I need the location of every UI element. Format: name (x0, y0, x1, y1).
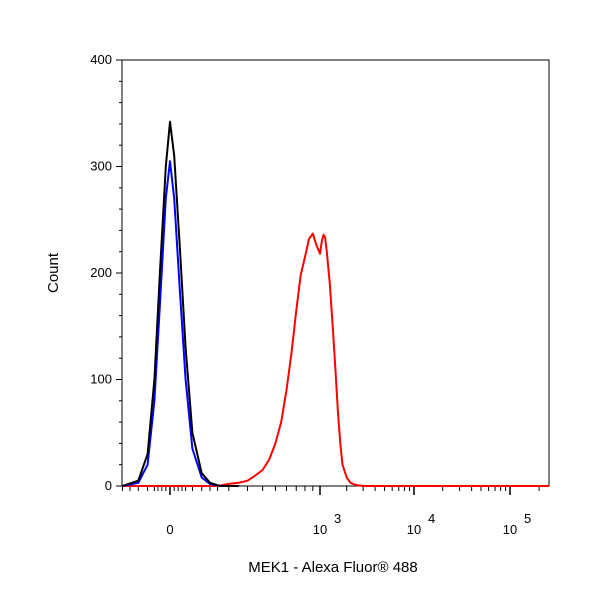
y-tick-label: 100 (90, 372, 112, 387)
y-tick-label: 0 (105, 478, 112, 493)
x-tick-label: 10 (407, 522, 421, 537)
series-line-0 (122, 120, 239, 487)
plot-area (122, 120, 549, 487)
x-tick-exponent: 5 (524, 511, 531, 526)
y-axis-title: Count (45, 252, 62, 293)
x-tick-exponent: 4 (428, 511, 435, 526)
series-line-2 (122, 232, 549, 487)
y-tick-label: 300 (90, 159, 112, 174)
x-axis: 0 10 3 10 4 10 5 (121, 486, 540, 537)
plot-frame (121, 59, 550, 487)
y-axis: 0 100 200 300 400 (90, 52, 122, 493)
series-line-1 (122, 160, 239, 487)
y-tick-label: 400 (90, 52, 112, 67)
x-tick-label: 10 (313, 522, 327, 537)
x-tick-label: 10 (503, 522, 517, 537)
y-tick-label: 200 (90, 265, 112, 280)
x-tick-exponent: 3 (334, 511, 341, 526)
x-axis-title: MEK1 - Alexa Fluor® 488 (248, 559, 417, 576)
x-tick-label: 0 (166, 522, 173, 537)
y-minor-ticks (119, 80, 122, 466)
